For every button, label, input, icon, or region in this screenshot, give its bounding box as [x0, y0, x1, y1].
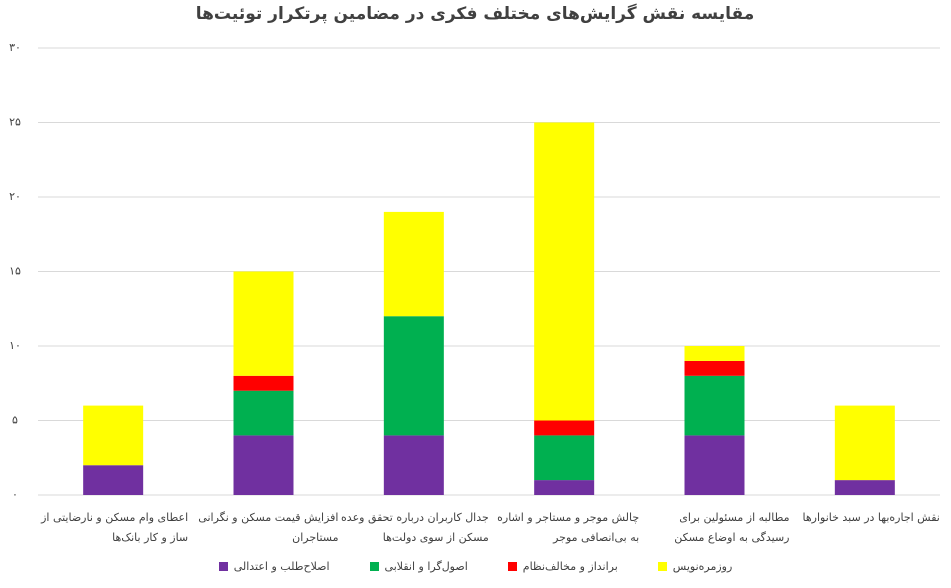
bar-segment [684, 435, 745, 495]
y-tick-label: ۱۰ [9, 339, 21, 352]
legend-label: روزمره‌نویس [672, 560, 733, 573]
bar-segment [233, 435, 294, 495]
y-tick-label: ۲۰ [9, 190, 21, 203]
bar-segment [834, 405, 895, 481]
y-tick-label: ۱۵ [9, 265, 21, 278]
bar-segment [233, 271, 294, 376]
bar-segment [534, 122, 595, 421]
x-tick-label: مطالبه از مسئولین برای رسیدگی به اوضاع م… [674, 511, 790, 544]
bar-segment [83, 405, 144, 466]
bar-segment [383, 211, 444, 317]
bar-segment [534, 420, 595, 436]
legend-swatch [657, 562, 667, 571]
legend-item: اصول‌گرا و انقلابی [369, 560, 468, 573]
legend-swatch [218, 562, 228, 571]
legend-label: اصول‌گرا و انقلابی [384, 560, 468, 573]
bar-segment [383, 316, 444, 436]
bar-segment [684, 375, 745, 436]
bar-segment [233, 390, 294, 436]
x-tick-label: نقش اجاره‌بها در سبد خانوارها [802, 511, 940, 524]
legend: اصلاح‌طلب و اعتدالی اصول‌گرا و انقلابی برا… [0, 560, 951, 573]
bar-segment [834, 480, 895, 495]
legend-swatch [507, 562, 517, 571]
x-tick-label: چالش موجر و مستاجر و اشاره به بی‌انصافی … [497, 511, 640, 544]
legend-swatch [369, 562, 379, 571]
bar-segment [83, 465, 144, 495]
legend-label: برانداز و مخالف‌نظام [522, 560, 618, 573]
bar-segment [684, 360, 745, 376]
x-tick-label: افزایش قیمت مسکن و نگرانی مستاجران [198, 511, 339, 544]
legend-item: اصلاح‌طلب و اعتدالی [218, 560, 330, 573]
y-tick-label: ۳۰ [9, 41, 21, 54]
y-tick-label: ۲۵ [9, 116, 21, 129]
legend-item: روزمره‌نویس [657, 560, 733, 573]
bar-segment [534, 480, 595, 495]
legend-label: اصلاح‌طلب و اعتدالی [233, 560, 330, 573]
bar-segment [684, 346, 745, 361]
y-tick-label: ۵ [12, 414, 18, 427]
legend-item: برانداز و مخالف‌نظام [507, 560, 618, 573]
x-tick-label: اعطای وام مسکن و نارضایتی از ساز و کار ب… [41, 511, 189, 544]
y-tick-label: ۰ [12, 488, 18, 501]
bar-segment [233, 375, 294, 391]
bar-segment [534, 435, 595, 481]
chart-title: مقایسه نقش گرایش‌های مختلف فکری در مضامی… [196, 3, 755, 24]
x-tick-label: جدال کاربران درباره تحقق وعده مسکن از سو… [341, 511, 489, 544]
bar-segment [383, 435, 444, 495]
